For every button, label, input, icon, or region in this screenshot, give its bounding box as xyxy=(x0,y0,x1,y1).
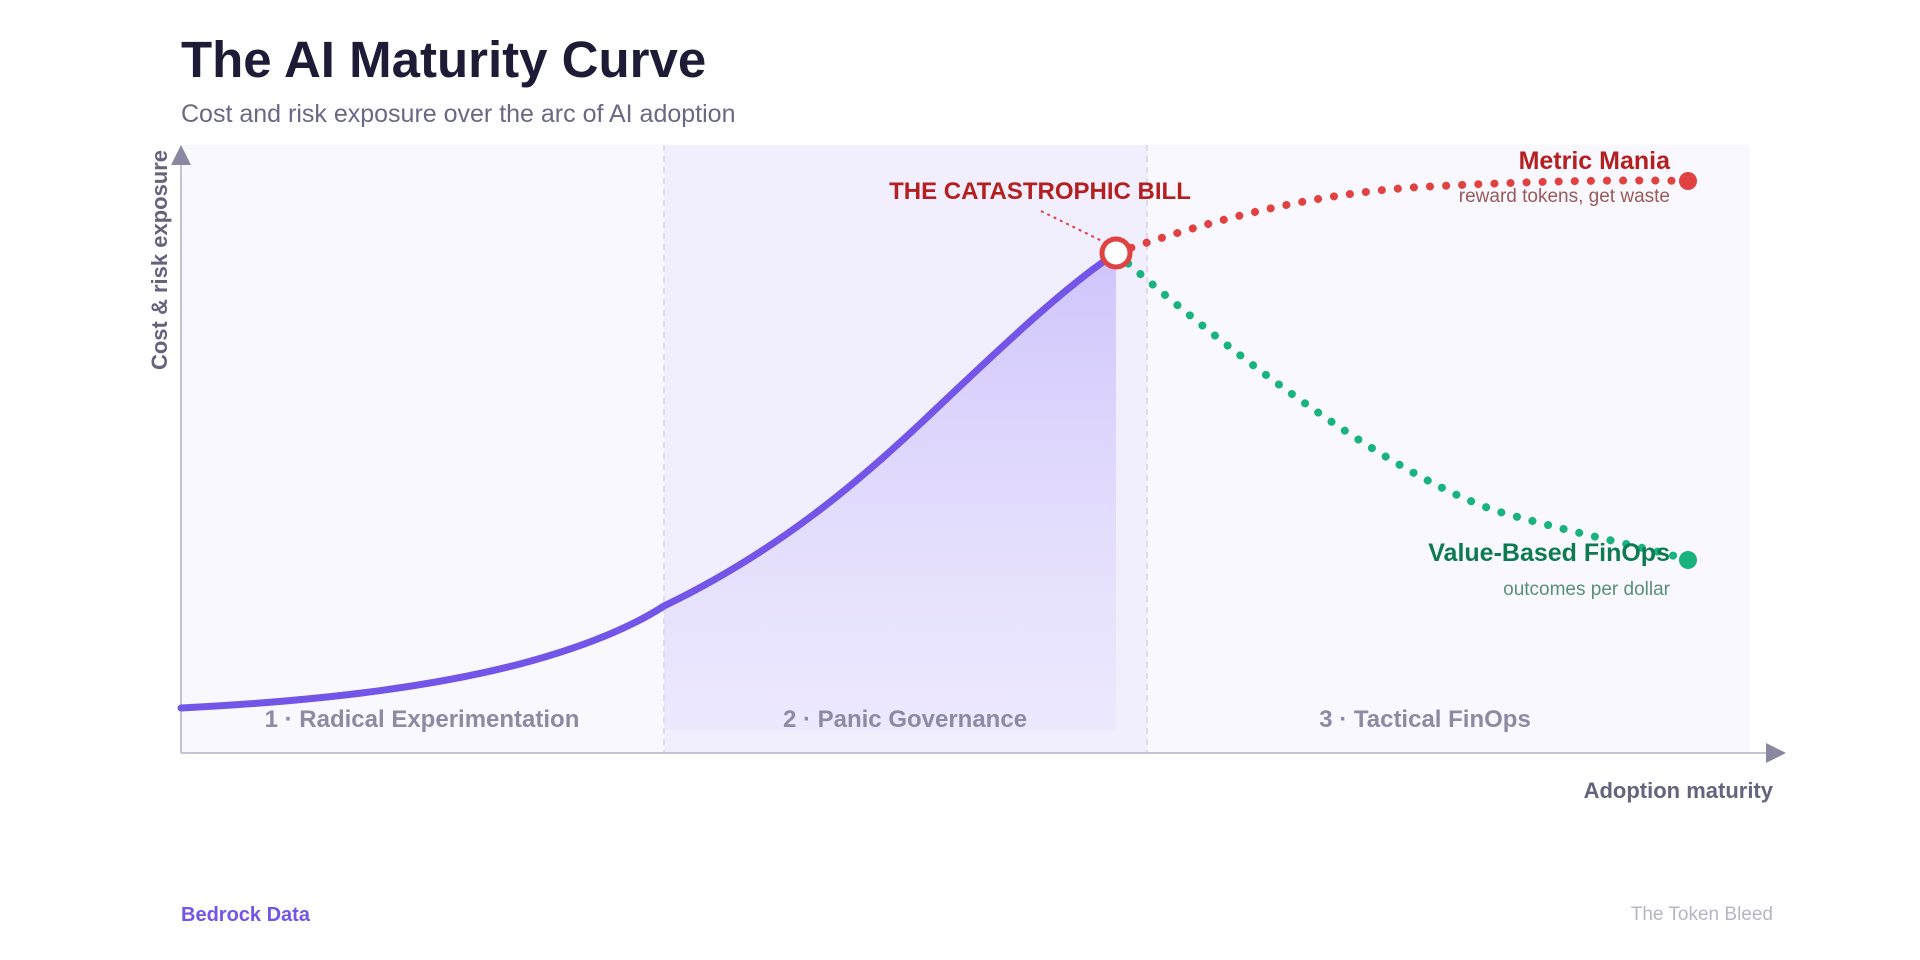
exposure-area xyxy=(664,253,1116,730)
phase-2-label: 2 · Panic Governance xyxy=(783,706,1027,733)
metric-mania-subtitle: reward tokens, get waste xyxy=(1459,186,1670,207)
peak-label: THE CATASTROPHIC BILL xyxy=(889,178,1191,205)
brand-name: Bedrock Data xyxy=(181,904,310,926)
phase-1-label: 1 · Radical Experimentation xyxy=(265,706,580,733)
x-axis-label: Adoption maturity xyxy=(1583,778,1773,803)
finops-path xyxy=(1112,249,1692,564)
finops-subtitle: outcomes per dollar xyxy=(1503,579,1671,600)
page-title: The AI Maturity Curve xyxy=(181,31,707,88)
peak-marker xyxy=(1099,236,1133,270)
peak-leader-line xyxy=(1040,210,1105,243)
metric-mania-path xyxy=(1112,176,1692,257)
adoption-curve xyxy=(177,249,1120,712)
metric-mania-title: Metric Mania xyxy=(1519,147,1672,175)
series-name: The Token Bleed xyxy=(1630,904,1773,925)
y-axis-arrow-icon xyxy=(171,145,191,165)
finops-title: Value-Based FinOps xyxy=(1428,539,1670,567)
phase-3-label: 3 · Tactical FinOps xyxy=(1319,706,1531,733)
metric-mania-endpoint xyxy=(1679,172,1697,190)
page-subtitle: Cost and risk exposure over the arc of A… xyxy=(181,100,736,128)
x-axis-arrow-icon xyxy=(1766,743,1786,763)
finops-endpoint xyxy=(1679,551,1697,569)
y-axis-label: Cost & risk exposure xyxy=(147,149,172,371)
